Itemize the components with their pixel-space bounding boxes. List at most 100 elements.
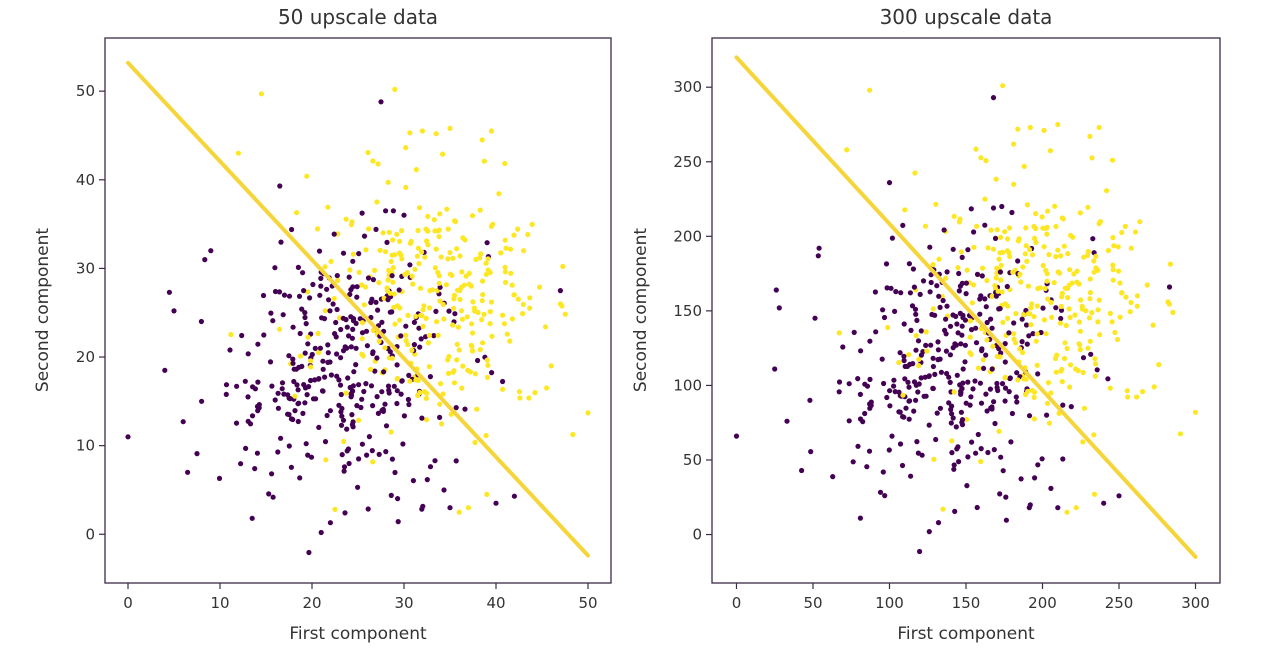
point-class-0 (281, 292, 288, 298)
point-class-1 (456, 509, 462, 515)
point-class-0 (1032, 475, 1038, 481)
point-class-0 (840, 344, 846, 350)
point-class-1 (943, 275, 949, 281)
point-class-0 (294, 382, 300, 388)
point-class-1 (1111, 243, 1117, 249)
point-class-0 (983, 352, 989, 358)
point-class-1 (1128, 299, 1134, 306)
point-class-1 (496, 191, 502, 197)
point-class-1 (1006, 225, 1013, 231)
point-class-0 (879, 356, 885, 362)
point-class-0 (1026, 413, 1033, 419)
point-class-1 (410, 281, 416, 287)
point-class-0 (416, 325, 422, 331)
point-class-0 (272, 397, 278, 403)
point-class-0 (302, 310, 308, 316)
point-class-1 (419, 249, 425, 255)
point-class-0 (868, 399, 874, 405)
point-class-1 (1096, 124, 1102, 131)
y-tick-label: 100 (673, 376, 702, 394)
point-class-0 (370, 350, 376, 357)
point-class-0 (1023, 322, 1030, 328)
point-class-0 (901, 357, 907, 364)
point-class-1 (1107, 310, 1113, 316)
point-class-1 (375, 161, 381, 167)
point-class-0 (989, 366, 995, 372)
point-class-1 (336, 315, 343, 321)
point-class-1 (1053, 254, 1059, 260)
point-class-1 (404, 270, 410, 276)
point-class-0 (375, 410, 381, 416)
point-class-1 (322, 308, 328, 314)
point-class-1 (896, 359, 902, 366)
point-class-1 (363, 247, 369, 253)
point-class-0 (959, 280, 965, 286)
point-class-1 (457, 287, 463, 294)
y-tick-label: 40 (76, 171, 95, 189)
point-class-0 (295, 264, 301, 270)
point-class-0 (255, 379, 261, 385)
point-class-1 (457, 296, 463, 303)
point-class-1 (1040, 262, 1046, 269)
point-class-0 (965, 247, 971, 253)
point-class-1 (394, 375, 401, 382)
point-class-1 (1076, 341, 1082, 347)
point-class-0 (962, 359, 968, 365)
point-class-0 (242, 378, 248, 384)
point-class-0 (368, 299, 374, 306)
point-class-0 (166, 289, 172, 295)
point-class-0 (959, 422, 966, 428)
point-class-0 (918, 352, 925, 358)
point-class-1 (1115, 268, 1122, 274)
point-class-0 (1003, 494, 1009, 500)
point-class-0 (297, 330, 303, 337)
point-class-0 (1105, 376, 1111, 382)
point-class-1 (235, 150, 241, 156)
point-class-0 (350, 284, 356, 290)
point-class-1 (1058, 303, 1064, 309)
point-class-0 (953, 313, 959, 319)
point-class-1 (1151, 384, 1157, 390)
point-class-1 (1115, 244, 1121, 250)
point-class-0 (400, 441, 406, 447)
point-class-0 (288, 464, 294, 470)
point-class-1 (1020, 264, 1026, 270)
point-class-1 (988, 227, 994, 233)
point-class-1 (1060, 216, 1066, 222)
point-class-1 (1018, 279, 1024, 285)
point-class-1 (432, 228, 438, 234)
point-class-1 (1077, 210, 1083, 216)
point-class-1 (415, 245, 421, 251)
point-class-0 (297, 475, 303, 481)
point-class-0 (252, 466, 258, 472)
point-class-0 (909, 303, 916, 309)
point-class-1 (450, 255, 456, 261)
point-class-1 (403, 338, 409, 344)
point-class-0 (453, 405, 459, 411)
point-class-0 (239, 332, 245, 339)
point-class-0 (411, 342, 417, 348)
point-class-1 (1020, 350, 1026, 356)
point-class-1 (1087, 290, 1093, 296)
point-class-1 (502, 269, 508, 275)
y-tick-label: 300 (673, 78, 702, 96)
point-class-0 (881, 314, 888, 321)
point-class-0 (954, 321, 960, 327)
point-class-1 (480, 340, 486, 346)
point-class-0 (410, 478, 416, 484)
point-class-1 (511, 232, 517, 238)
point-class-0 (419, 415, 425, 421)
point-class-1 (316, 349, 322, 356)
point-class-1 (1040, 225, 1046, 231)
point-class-0 (855, 376, 861, 382)
point-class-0 (772, 366, 778, 372)
point-class-1 (441, 316, 447, 322)
point-class-0 (365, 275, 372, 281)
point-class-0 (419, 506, 425, 512)
point-class-1 (446, 353, 452, 360)
point-class-1 (902, 207, 908, 213)
point-class-1 (397, 317, 403, 323)
point-class-0 (903, 405, 909, 411)
point-class-1 (423, 315, 429, 321)
point-class-1 (527, 295, 533, 301)
